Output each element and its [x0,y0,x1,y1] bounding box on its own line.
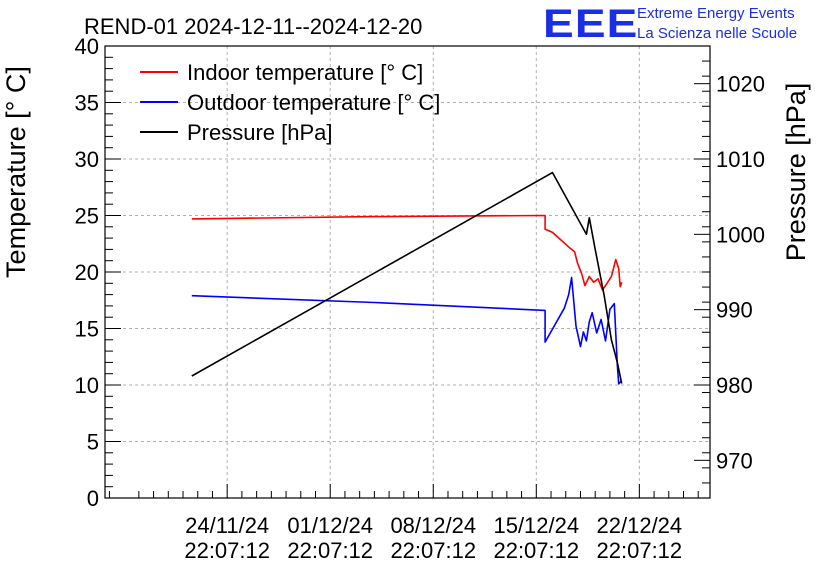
y2-tick-label: 980 [716,373,753,398]
logo-line-2: La Scienza nelle Scuole [637,25,798,42]
x-tick-label-date: 08/12/24 [390,513,476,538]
y2-tick-label: 970 [716,448,753,473]
series-line-1 [191,276,623,385]
legend-label-1: Outdoor temperature [° C] [187,90,440,115]
y2-axis-label: Pressure [hPa] [781,83,811,262]
x-tick-label-time: 22:07:12 [597,538,683,563]
x-tick-label-time: 22:07:12 [287,538,373,563]
logo-line-1: Extreme Energy Events [637,5,795,22]
series-line-2 [191,171,623,384]
y-tick-label: 35 [75,91,99,116]
series-line-0 [191,214,623,291]
y-tick-label: 30 [75,147,99,172]
x-tick-label-time: 22:07:12 [184,538,270,563]
y-tick-label: 20 [75,260,99,285]
eee-logo: EEE Extreme Energy Events La Scienza nel… [543,4,833,46]
y2-tick-label: 1010 [716,147,765,172]
y-tick-label: 0 [87,486,99,511]
series-layer [191,171,623,385]
y-tick-label: 25 [75,204,99,229]
y-tick-label: 10 [75,373,99,398]
legend-label-2: Pressure [hPa] [187,120,333,145]
x-tick-label-time: 22:07:12 [493,538,579,563]
y2-tick-label: 1020 [716,72,765,97]
axes-layer: 24/11/2422:07:1201/12/2422:07:1208/12/24… [75,34,765,563]
legend-label-0: Indoor temperature [° C] [187,60,423,85]
x-tick-label-date: 15/12/24 [493,513,579,538]
chart-title: REND-01 2024-12-11--2024-12-20 [84,14,422,39]
y-tick-label: 40 [75,34,99,59]
x-tick-label-time: 22:07:12 [390,538,476,563]
x-tick-label-date: 01/12/24 [287,513,373,538]
y-tick-label: 5 [87,430,99,455]
eee-logo-mark: EEE [543,2,639,46]
legend: Indoor temperature [° C] Outdoor temperat… [140,60,440,145]
x-tick-label-date: 24/11/24 [185,513,269,538]
y-tick-label: 15 [75,317,99,342]
y2-tick-label: 1000 [716,222,765,247]
y-axis-label: Temperature [° C] [1,66,31,278]
y2-tick-label: 990 [716,298,753,323]
x-tick-label-date: 22/12/24 [597,513,683,538]
